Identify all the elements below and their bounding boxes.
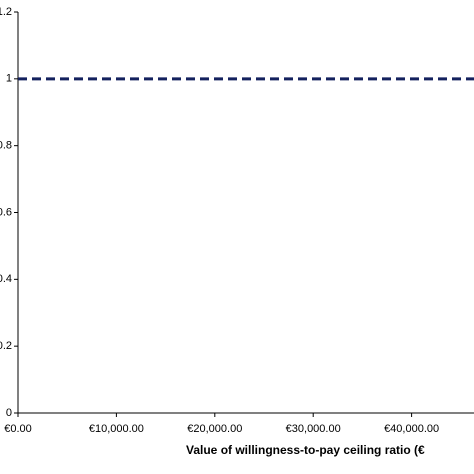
y-tick-label: 0.8 bbox=[0, 140, 12, 152]
y-tick-label: 0.6 bbox=[0, 206, 12, 218]
x-tick-label: €10,000.00 bbox=[89, 423, 144, 435]
x-tick-label: €0.00 bbox=[4, 423, 32, 435]
y-tick-label: 1.2 bbox=[0, 6, 12, 18]
x-tick-label: €40,000.00 bbox=[384, 423, 439, 435]
y-tick-label: 1 bbox=[6, 73, 12, 85]
x-axis-title: Value of willingness-to-pay ceiling rati… bbox=[186, 443, 425, 457]
x-tick-label: €20,000.00 bbox=[187, 423, 242, 435]
y-tick-label: 0.4 bbox=[0, 273, 12, 285]
y-tick-label: 0 bbox=[6, 407, 12, 419]
y-tick-label: 0.2 bbox=[0, 340, 12, 352]
x-tick-label: €30,000.00 bbox=[286, 423, 341, 435]
